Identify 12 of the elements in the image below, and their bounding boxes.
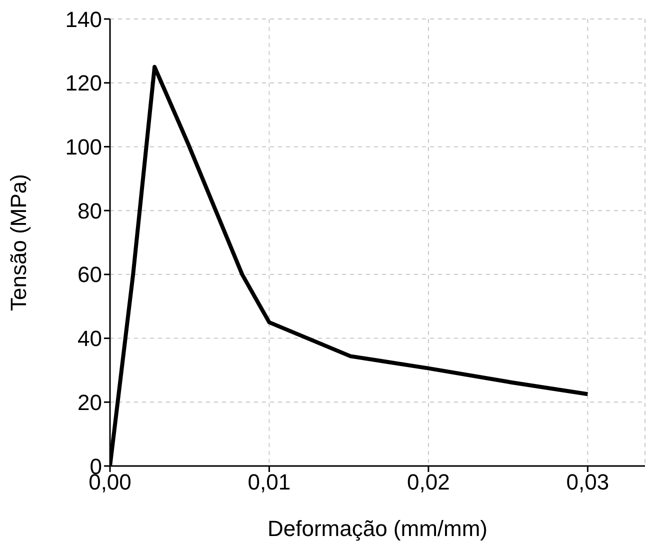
y-tick-label: 140 xyxy=(65,6,102,32)
y-tick-label: 100 xyxy=(65,134,102,160)
y-tick-label: 80 xyxy=(78,198,102,224)
x-tick-label: 0,02 xyxy=(407,470,450,495)
y-tick-label: 40 xyxy=(78,326,102,352)
x-tick-label: 0,03 xyxy=(566,470,610,495)
y-tick-label: 20 xyxy=(78,390,102,415)
y-tick-label: 60 xyxy=(78,262,102,288)
y-axis-title: Tensão (MPa) xyxy=(6,174,31,311)
x-tick-label: 0,01 xyxy=(248,470,291,495)
y-tick-label: 120 xyxy=(65,70,102,96)
x-axis-title: Deformação (mm/mm) xyxy=(267,516,488,541)
